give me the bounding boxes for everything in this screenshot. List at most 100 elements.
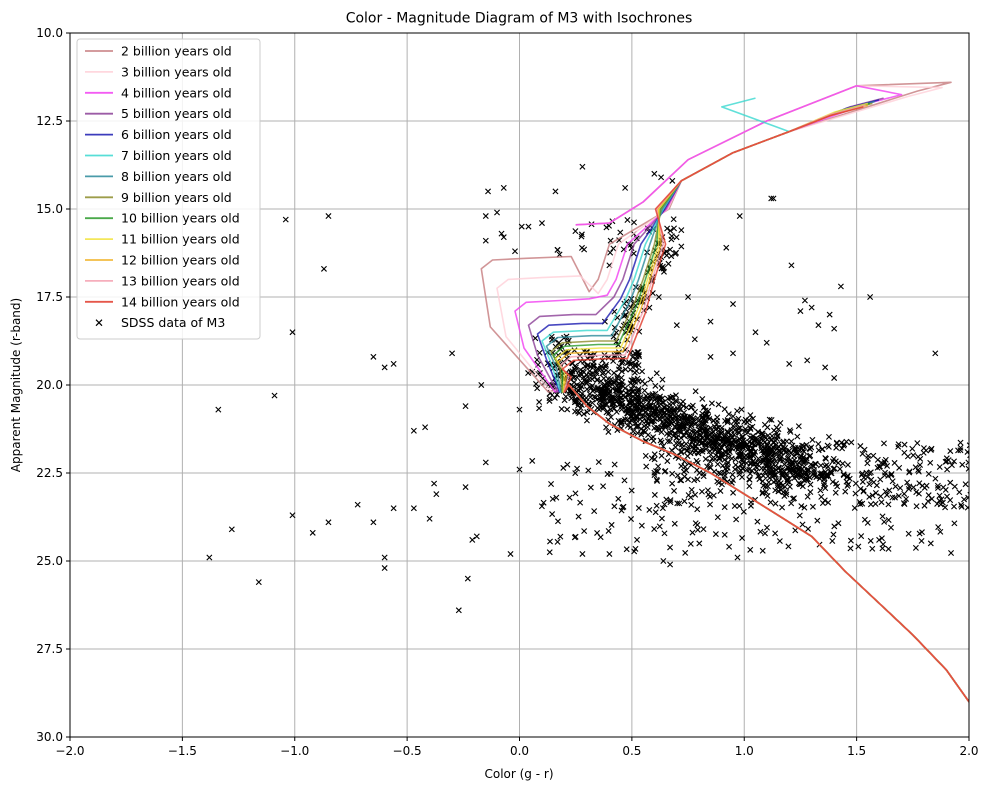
sdss-point	[814, 473, 821, 480]
sdss-point	[759, 547, 766, 554]
sdss-point	[696, 540, 703, 547]
sdss-point	[553, 494, 560, 501]
legend-label: 2 billion years old	[121, 44, 232, 59]
sdss-point	[710, 492, 717, 499]
sdss-point	[912, 544, 919, 551]
sdss-point	[923, 447, 930, 454]
sdss-point	[533, 380, 540, 387]
sdss-point	[783, 438, 790, 445]
sdss-point	[733, 516, 740, 523]
sdss-point	[289, 329, 296, 336]
sdss-point	[869, 545, 876, 552]
sdss-point	[756, 458, 763, 465]
sdss-point	[590, 362, 597, 369]
sdss-point	[918, 537, 925, 544]
sdss-point	[772, 530, 779, 537]
y-axis-label: Apparent Magnitude (r-band)	[9, 298, 23, 472]
sdss-point	[608, 414, 614, 421]
sdss-point	[785, 543, 792, 550]
sdss-point	[961, 496, 968, 503]
sdss-point	[677, 477, 684, 484]
sdss-point	[666, 438, 673, 445]
sdss-point	[944, 493, 951, 500]
sdss-point	[653, 476, 660, 483]
sdss-point	[801, 504, 808, 511]
sdss-point	[594, 376, 601, 383]
sdss-point	[718, 427, 725, 434]
sdss-point	[590, 363, 597, 370]
sdss-point	[806, 445, 813, 452]
sdss-point	[942, 458, 949, 465]
sdss-point	[760, 482, 767, 489]
sdss-point	[667, 561, 674, 568]
sdss-point	[700, 526, 707, 533]
sdss-point	[651, 491, 658, 498]
sdss-point	[814, 517, 821, 524]
sdss-point	[596, 394, 603, 401]
sdss-point	[681, 498, 688, 505]
sdss-point	[571, 347, 578, 354]
sdss-point	[865, 455, 872, 462]
sdss-point	[792, 527, 799, 534]
sdss-point	[717, 487, 724, 494]
isochrones	[480, 81, 969, 703]
sdss-point	[928, 445, 935, 452]
sdss-point	[691, 449, 698, 456]
sdss-point	[868, 476, 875, 483]
sdss-point	[718, 481, 725, 488]
sdss-point	[761, 421, 768, 428]
sdss-point	[752, 329, 759, 336]
sdss-point	[611, 405, 618, 412]
sdss-point	[806, 453, 813, 460]
sdss-point	[895, 492, 902, 499]
sdss-point	[738, 406, 745, 413]
sdss-point	[872, 489, 879, 496]
sdss-point	[715, 469, 722, 476]
sdss-point	[478, 382, 485, 388]
sdss-point	[635, 388, 642, 395]
sdss-point	[821, 497, 828, 504]
sdss-point	[847, 545, 854, 552]
sdss-point	[651, 170, 658, 177]
sdss-point	[844, 482, 851, 489]
sdss-point	[884, 462, 891, 469]
sdss-point	[228, 526, 235, 533]
sdss-point	[780, 457, 787, 464]
sdss-point	[772, 500, 779, 507]
sdss-point	[800, 458, 807, 465]
sdss-point	[919, 482, 926, 489]
sdss-point	[628, 360, 635, 367]
sdss-point	[892, 483, 899, 490]
sdss-point	[747, 470, 754, 477]
sdss-point	[971, 453, 976, 458]
sdss-point	[932, 350, 939, 357]
sdss-point	[885, 501, 892, 508]
sdss-point	[658, 174, 665, 181]
sdss-point	[934, 485, 941, 492]
sdss-point	[808, 304, 815, 311]
sdss-point	[799, 483, 806, 490]
sdss-point	[678, 463, 685, 470]
sdss-point	[825, 463, 832, 470]
sdss-point	[449, 350, 456, 357]
sdss-point	[906, 469, 913, 476]
sdss-point	[936, 492, 943, 499]
sdss-point	[577, 385, 584, 392]
sdss-point	[707, 458, 714, 465]
sdss-point	[698, 488, 705, 495]
sdss-point	[583, 372, 590, 379]
sdss-point	[659, 419, 666, 426]
sdss-point	[721, 472, 728, 479]
sdss-point	[678, 428, 685, 435]
sdss-point	[618, 374, 625, 381]
sdss-point	[925, 498, 931, 505]
sdss-point	[581, 246, 588, 253]
sdss-point	[836, 465, 843, 472]
sdss-point	[661, 409, 668, 416]
sdss-point	[809, 503, 816, 510]
sdss-point	[667, 499, 674, 506]
sdss-point	[788, 500, 795, 507]
sdss-point	[752, 460, 759, 467]
sdss-point	[629, 354, 636, 361]
sdss-point	[653, 409, 660, 416]
